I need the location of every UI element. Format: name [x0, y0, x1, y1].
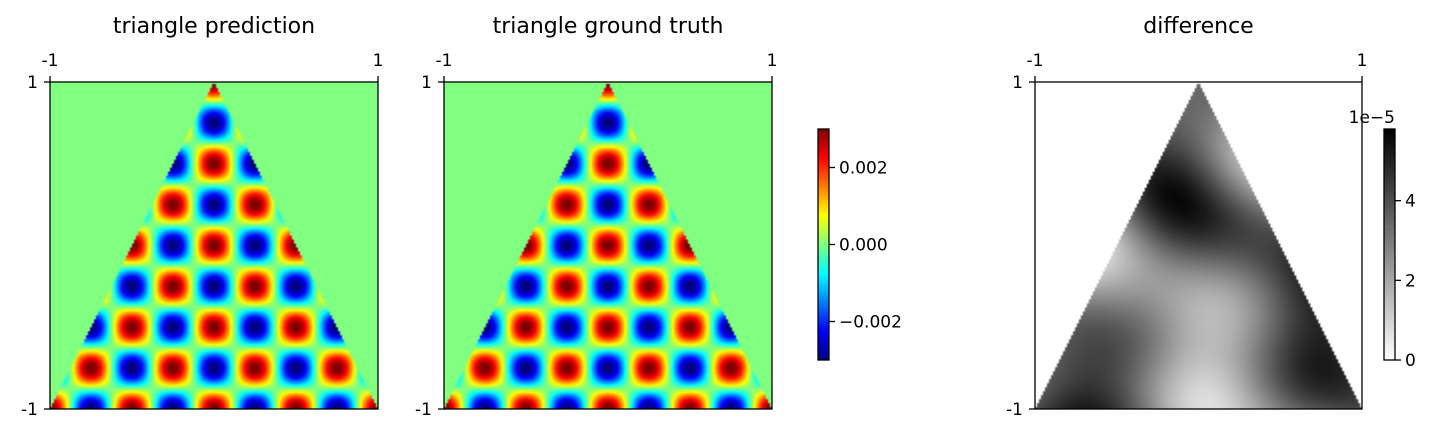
x-tick-label: 1: [1357, 51, 1368, 71]
heatmap-image-pred: [50, 82, 378, 409]
y-tick-label: -1: [21, 400, 38, 420]
x-tick-label: -1: [42, 51, 59, 71]
x-tick-label: -1: [436, 51, 453, 71]
colorbar-tick-label: 0.000: [839, 236, 888, 256]
panel-truth: triangle ground truth-1 11-1: [415, 14, 777, 420]
panel-title: difference: [1143, 14, 1253, 39]
colorbar-truth: −0.002 0.000 0.002: [817, 128, 902, 361]
panel-title: triangle ground truth: [493, 14, 724, 39]
x-tick-label: -1: [1027, 51, 1044, 71]
colorbar-tick-label: 4: [1405, 192, 1416, 212]
y-tick-label: 1: [421, 73, 432, 93]
y-tick-label: -1: [1006, 400, 1023, 420]
panel-pred: triangle prediction-1 11-1: [21, 14, 383, 420]
colorbar-gradient: [818, 129, 829, 360]
heatmap-image-truth: [444, 82, 772, 409]
panel-title: triangle prediction: [113, 14, 315, 39]
x-tick-label: 1: [767, 51, 778, 71]
axes-frame: [443, 81, 773, 410]
colorbar-frame: [1383, 128, 1396, 361]
colorbar-gradient: [1384, 129, 1395, 360]
heatmap-image-diff: [1035, 82, 1362, 409]
axes-frame: [49, 81, 379, 410]
colorbar-diff: 0 2 4 1e−5: [1349, 108, 1416, 371]
x-tick-label: 1: [373, 51, 384, 71]
colorbar-tick-label: −0.002: [839, 313, 902, 333]
colorbar-offset-label: 1e−5: [1349, 108, 1395, 128]
y-tick-label: 1: [27, 73, 38, 93]
panel-diff: difference-1 11-1: [1006, 14, 1367, 420]
axes-frame: [1034, 81, 1363, 410]
colorbar-tick-label: 0.002: [839, 159, 888, 179]
colorbar-tick-label: 2: [1405, 271, 1416, 291]
y-tick-label: 1: [1012, 73, 1023, 93]
y-tick-label: -1: [415, 400, 432, 420]
colorbar-tick-label: 0: [1405, 351, 1416, 371]
